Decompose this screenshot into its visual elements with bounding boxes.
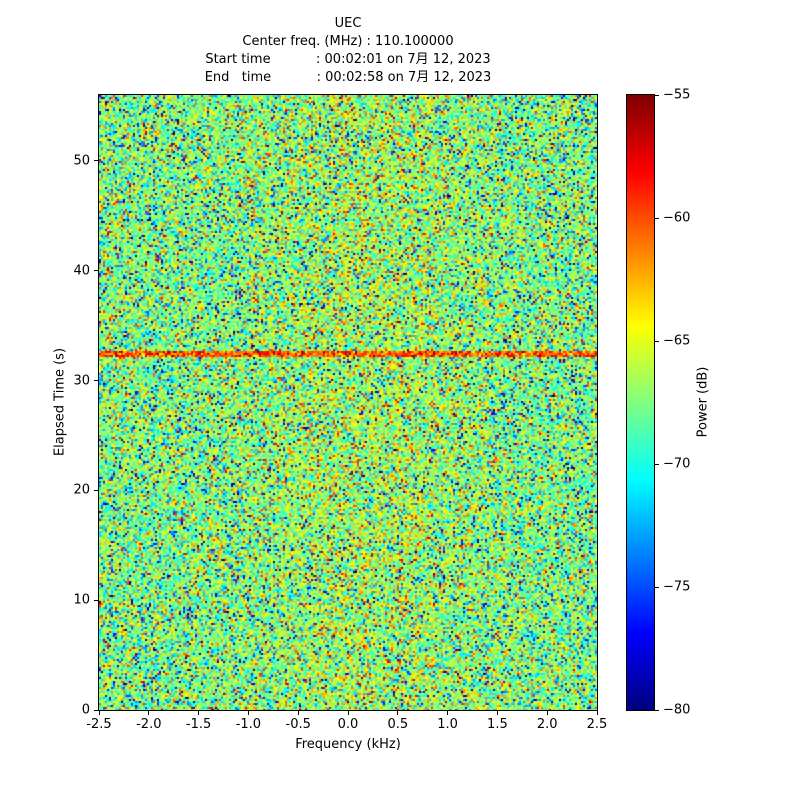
x-tick-mark (98, 711, 100, 715)
x-tick-label: 0.0 (337, 717, 359, 732)
header-end-time: End time : 00:02:58 on 7月 12, 2023 (204, 70, 492, 85)
colorbar-tick-mark (655, 463, 659, 465)
x-tick-label: -2.5 (86, 717, 112, 732)
chart-title: UEC (334, 16, 362, 31)
x-tick-mark (297, 711, 299, 715)
colorbar-tick-label: −60 (663, 210, 691, 226)
x-tick-mark (496, 711, 498, 715)
x-tick-mark (347, 711, 349, 715)
colorbar-tick-label: −75 (663, 579, 691, 595)
header-center-freq: Center freq. (MHz) : 110.100000 (242, 34, 454, 49)
y-tick-mark (94, 160, 98, 162)
x-tick-label: 1.0 (437, 717, 458, 732)
y-tick-mark (94, 380, 98, 382)
x-tick-label: 0.5 (387, 717, 409, 732)
y-tick-mark (94, 709, 98, 711)
header-start-time: Start time : 00:02:01 on 7月 12, 2023 (205, 52, 491, 67)
colorbar-tick-mark (655, 340, 659, 342)
x-tick-mark (148, 711, 150, 715)
colorbar-tick-mark (655, 217, 659, 219)
x-tick-label: -1.5 (185, 717, 212, 732)
x-tick-label: 2.5 (586, 717, 608, 732)
x-tick-mark (198, 711, 200, 715)
y-tick-mark (94, 599, 98, 601)
colorbar-tick-mark (655, 709, 659, 711)
x-axis-label: Frequency (kHz) (295, 737, 401, 752)
colorbar-tick-label: −65 (663, 333, 691, 349)
y-tick-label: 20 (73, 482, 90, 498)
x-tick-mark (247, 711, 249, 715)
colorbar-label: Power (dB) (695, 366, 711, 438)
colorbar-gradient-canvas (626, 94, 655, 711)
y-tick-label: 40 (73, 263, 90, 279)
y-tick-label: 0 (81, 702, 90, 718)
x-tick-label: -0.5 (285, 717, 311, 732)
x-tick-label: 1.5 (487, 717, 508, 732)
x-tick-mark (447, 711, 449, 715)
y-tick-label: 50 (73, 153, 90, 169)
x-tick-mark (596, 711, 598, 715)
spectrogram-canvas (98, 94, 598, 711)
x-tick-label: 2.0 (536, 717, 558, 732)
chart-header: UEC Center freq. (MHz) : 110.100000 Star… (99, 15, 597, 87)
colorbar-tick-label: −70 (663, 456, 691, 472)
colorbar-tick-label: −55 (663, 87, 691, 103)
x-tick-mark (546, 711, 548, 715)
y-axis-label: Elapsed Time (s) (52, 347, 68, 457)
colorbar-tick-mark (655, 94, 659, 96)
colorbar-tick-label: −80 (663, 702, 691, 718)
y-tick-label: 10 (73, 592, 90, 608)
y-tick-mark (94, 489, 98, 491)
y-tick-mark (94, 270, 98, 272)
x-tick-label: -1.0 (235, 717, 262, 732)
x-tick-label: -2.0 (136, 717, 162, 732)
colorbar-tick-mark (655, 586, 659, 588)
y-tick-label: 30 (73, 373, 90, 389)
x-tick-mark (397, 711, 399, 715)
